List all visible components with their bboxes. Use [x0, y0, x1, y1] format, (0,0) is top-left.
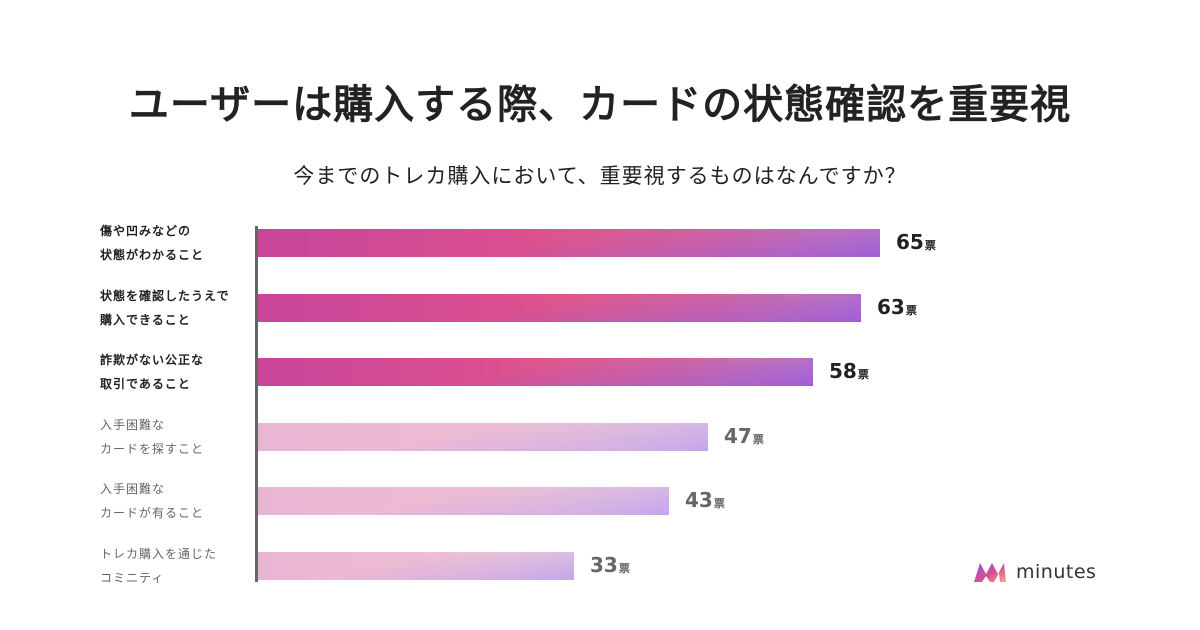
data-label-unit: 票	[924, 239, 936, 252]
data-label-value: 47	[724, 423, 752, 448]
category-label: トレカ購入を通じた コミニティ	[100, 542, 260, 590]
category-label: 入手困難なカードが有ること	[100, 477, 260, 525]
category-label-line: 入手困難な	[100, 482, 166, 496]
category-label: 詐欺がない公正な 取引であること	[100, 348, 260, 396]
page-title: ユーザーは購入する際、カードの状態確認を重要視	[128, 82, 1072, 128]
data-label-unit: 票	[752, 432, 764, 446]
category-label-line: 購入できること	[100, 312, 191, 327]
data-label: 43票	[685, 488, 725, 512]
category-label: 状態を確認したうえで 購入できること	[100, 284, 260, 332]
logo-text: minutes	[1016, 561, 1097, 583]
data-label-value: 43	[685, 488, 713, 512]
bar	[258, 487, 669, 515]
minutes-logo-icon	[974, 563, 1006, 582]
bar	[258, 358, 813, 386]
bar	[258, 422, 708, 451]
data-label-value: 58	[829, 359, 857, 383]
data-label: 58票	[829, 359, 869, 383]
data-label: 63票	[877, 295, 917, 319]
category-label-line: 入手困難な	[100, 417, 166, 432]
category-label-line: コミニティ	[100, 570, 165, 585]
category-label-line: 傷や凹みなどの	[100, 224, 192, 238]
bar	[258, 551, 574, 580]
data-label: 47票	[724, 424, 764, 448]
category-label-line: 詐欺がない公正な	[100, 353, 205, 367]
category-label: 傷や凹みなどの 状態がわかること	[100, 219, 260, 267]
y-axis-line	[255, 226, 258, 582]
data-label: 65票	[896, 230, 936, 254]
brand-logo: minutes	[972, 558, 1096, 586]
category-label-line: 取引であること	[100, 377, 191, 391]
data-label-value: 63	[877, 294, 905, 319]
data-label-unit: 票	[857, 368, 869, 381]
data-label-unit: 票	[618, 561, 630, 575]
bar	[258, 229, 880, 257]
data-label-value: 33	[590, 552, 618, 577]
category-label-line: カードを探すこと	[100, 441, 205, 456]
category-label: 入手困難なカードを探すこと	[100, 413, 260, 461]
data-label-unit: 票	[905, 303, 917, 317]
chart-subtitle: 今までのトレカ購入において、重要視するものはなんですか？	[293, 164, 907, 188]
bar	[258, 293, 861, 322]
data-label: 33票	[590, 553, 630, 577]
category-label-line: カードが有ること	[100, 506, 205, 520]
data-label-unit: 票	[713, 497, 725, 510]
category-label-line: 状態がわかること	[100, 248, 205, 262]
data-label-value: 65	[896, 230, 924, 254]
category-label-line: 状態を確認したうえで	[100, 288, 230, 303]
category-label-line: トレカ購入を通じた	[100, 546, 218, 561]
